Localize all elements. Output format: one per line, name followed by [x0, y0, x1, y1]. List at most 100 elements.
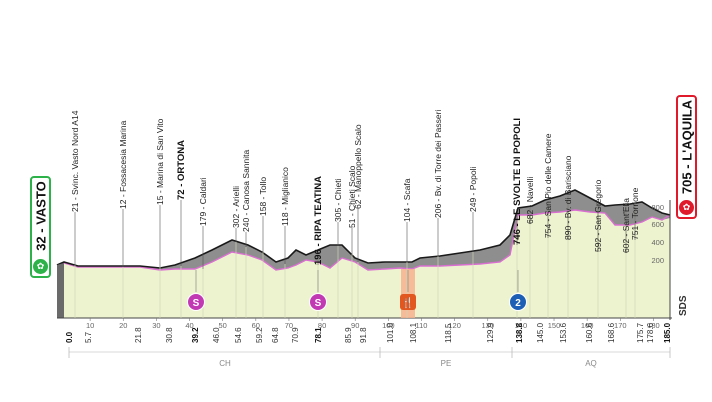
- waypoint-label: 104 - Scafa: [402, 178, 412, 222]
- km-label: 118.5: [444, 323, 453, 343]
- km-label: 54.6: [234, 327, 243, 343]
- waypoint-label: 196 - RIPA TEATINA: [313, 176, 324, 265]
- marker-glyph: S: [315, 298, 322, 309]
- waypoint-label: 118 - Miglianico: [280, 167, 290, 226]
- distance-tick-label: 140: [515, 321, 528, 330]
- distance-tick-label: 150: [548, 321, 561, 330]
- region-strip: CH PE AQ: [68, 347, 671, 368]
- elevation-line: [56, 209, 671, 271]
- waypoint-label: 682 - Navelli: [525, 177, 535, 224]
- km-label: 21.8: [134, 327, 143, 343]
- finish-icon: ✿: [679, 200, 694, 215]
- region-label: AQ: [585, 359, 597, 368]
- brand-logo: SDS: [678, 295, 689, 316]
- distance-tick-label: 100: [382, 321, 395, 330]
- distance-tick-label: 10: [86, 321, 94, 330]
- distance-tick-label: 180: [647, 321, 660, 330]
- start-badge: 32 - VASTO ✿: [30, 176, 51, 278]
- altitude-tick-label: 400: [651, 238, 664, 247]
- km-label: 145.0: [536, 322, 545, 343]
- km-label: 59.2: [255, 327, 264, 343]
- distance-tick-label: 80: [318, 321, 326, 330]
- marker-glyph: S: [193, 298, 200, 309]
- km-label: 78.1: [314, 327, 323, 343]
- distance-ticks: 10 20 30 40 50 60 70 80 90 100 110 120 130 140 150 160 1…: [86, 318, 660, 330]
- waypoint-label: 592 - San Gregorio: [593, 179, 603, 252]
- km-label: 138.8: [515, 322, 524, 343]
- km-label: 153.6: [559, 322, 568, 343]
- km-label: 5.7: [84, 331, 93, 343]
- km-labels: 0.0 5.7 21.8 30.8 39.2 46.0 54.6 59.2 64.8 70.9 78…: [65, 322, 672, 343]
- start-wall: [57, 263, 64, 318]
- km-label: 168.6: [607, 322, 616, 343]
- distance-tick-label: 120: [448, 321, 461, 330]
- waypoint-label: 21 - Svinc. Vasto Nord A14: [70, 110, 80, 212]
- terrain-top-outline: [56, 189, 671, 269]
- km-label: 91.8: [359, 327, 368, 343]
- waypoint-label: 751 - Torrione: [630, 187, 640, 240]
- distance-tick-label: 70: [285, 321, 293, 330]
- region-label: CH: [219, 359, 231, 368]
- distance-tick-label: 90: [351, 321, 359, 330]
- waypoint-guides: [74, 196, 636, 318]
- km-label: 185.0: [663, 322, 672, 343]
- distance-tick-label: 110: [416, 321, 428, 330]
- km-label: 175.7: [636, 322, 645, 343]
- distance-tick-label: 40: [185, 321, 193, 330]
- waypoint-label: 249 - Popoli: [468, 167, 478, 212]
- altitude-tick-label: 200: [651, 256, 664, 265]
- altitude-scale: 800 600 400 200: [651, 203, 664, 265]
- waypoint-label: 602 - Sant'Elia: [621, 198, 631, 253]
- finish-label: 705 - L'AQUILA: [679, 99, 694, 195]
- waypoint-label: 15 - Marina di San Vito: [155, 118, 165, 205]
- sprint-marker: [309, 293, 327, 311]
- waypoint-label: 754 - San Pio delle Camere: [543, 133, 553, 238]
- marker-glyph: 🍴: [402, 296, 414, 309]
- km-label: 85.9: [344, 327, 353, 343]
- distance-tick-label: 130: [481, 321, 494, 330]
- route-markers: S S 🍴 2: [187, 270, 527, 311]
- waypoint-label: 206 - Bv. di Torre dei Passeri: [433, 110, 443, 218]
- km-label: 30.8: [165, 327, 174, 343]
- feed-zone-marker: [400, 294, 416, 310]
- waypoint-label: 62 - Manoppello Scalo: [353, 124, 363, 209]
- km-label: 108.1: [409, 322, 418, 343]
- distance-tick-label: 170: [614, 321, 627, 330]
- waypoint-label: 158 - Tollo: [258, 177, 268, 216]
- distance-tick-label: 20: [119, 321, 127, 330]
- waypoint-label: 72 - ORTONA: [176, 140, 187, 200]
- kom-marker: [509, 293, 527, 311]
- marker-glyph: 2: [515, 298, 521, 309]
- region-label: PE: [441, 359, 452, 368]
- waypoint-label: 302 - Arielli: [231, 186, 241, 228]
- km-label: 178.6: [646, 322, 655, 343]
- km-label: 64.8: [271, 327, 280, 343]
- waypoint-labels: 21 - Svinc. Vasto Nord A14 12 - Fossacesi…: [70, 110, 640, 265]
- altitude-tick-label: 800: [651, 203, 664, 212]
- sprint-marker: [187, 293, 205, 311]
- start-label: 32 - VASTO: [33, 181, 48, 251]
- km-label: 39.2: [191, 327, 200, 343]
- distance-tick-label: 30: [152, 321, 160, 330]
- km-label: 0.0: [65, 331, 74, 343]
- km-label: 46.0: [212, 327, 221, 343]
- waypoint-label: 305 - Chieti: [333, 178, 343, 222]
- km-label: 70.9: [291, 327, 300, 343]
- distance-tick-label: 160: [581, 321, 594, 330]
- waypoint-label: 51 - Chieti Scalo: [347, 165, 357, 228]
- waypoint-label: 240 - Canosa Sannita: [241, 150, 251, 232]
- km-label: 129.9: [486, 322, 495, 343]
- waypoint-label: 746 - LE SVOLTE DI POPOLI: [512, 118, 523, 245]
- waypoint-label: 179 - Caldari: [198, 177, 208, 226]
- waypoint-label: 890 - Bv. di Barisciano: [563, 155, 573, 240]
- finish-badge: 705 - L'AQUILA ✿: [676, 95, 697, 219]
- start-icon: ✿: [33, 259, 48, 274]
- km-label: 101.0: [386, 322, 395, 343]
- waypoint-label: 12 - Fossacesia Marina: [118, 120, 128, 209]
- distance-tick-label: 50: [219, 321, 227, 330]
- altitude-tick-label: 600: [651, 220, 664, 229]
- distance-tick-label: 60: [252, 321, 260, 330]
- km-label: 160.6: [585, 322, 594, 343]
